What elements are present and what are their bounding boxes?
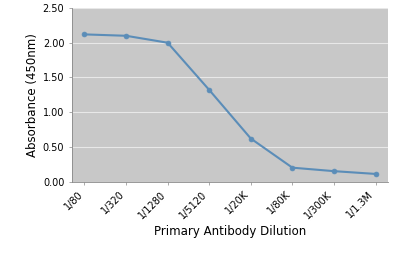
X-axis label: Primary Antibody Dilution: Primary Antibody Dilution xyxy=(154,225,306,238)
Y-axis label: Absorbance (450nm): Absorbance (450nm) xyxy=(26,33,38,157)
